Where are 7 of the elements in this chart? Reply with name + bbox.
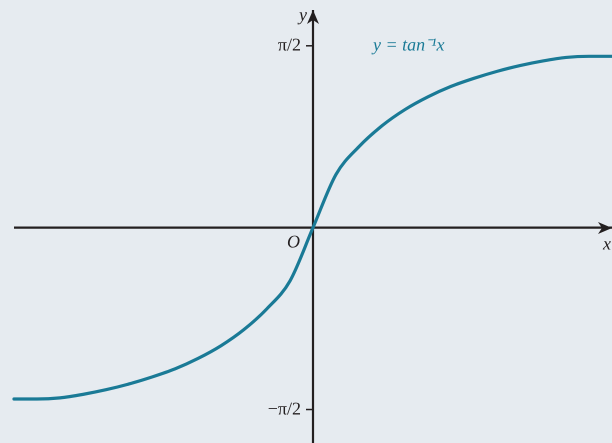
annotation: O: [287, 231, 300, 252]
x-axis-title: x: [602, 233, 611, 254]
annotation: y = tan⁻¹x: [371, 34, 445, 55]
y-axis-title: y: [297, 4, 307, 25]
y-tick-label: −π/2: [268, 398, 301, 418]
y-tick-label: π/2: [278, 34, 301, 55]
line-series: [12, 54, 612, 401]
